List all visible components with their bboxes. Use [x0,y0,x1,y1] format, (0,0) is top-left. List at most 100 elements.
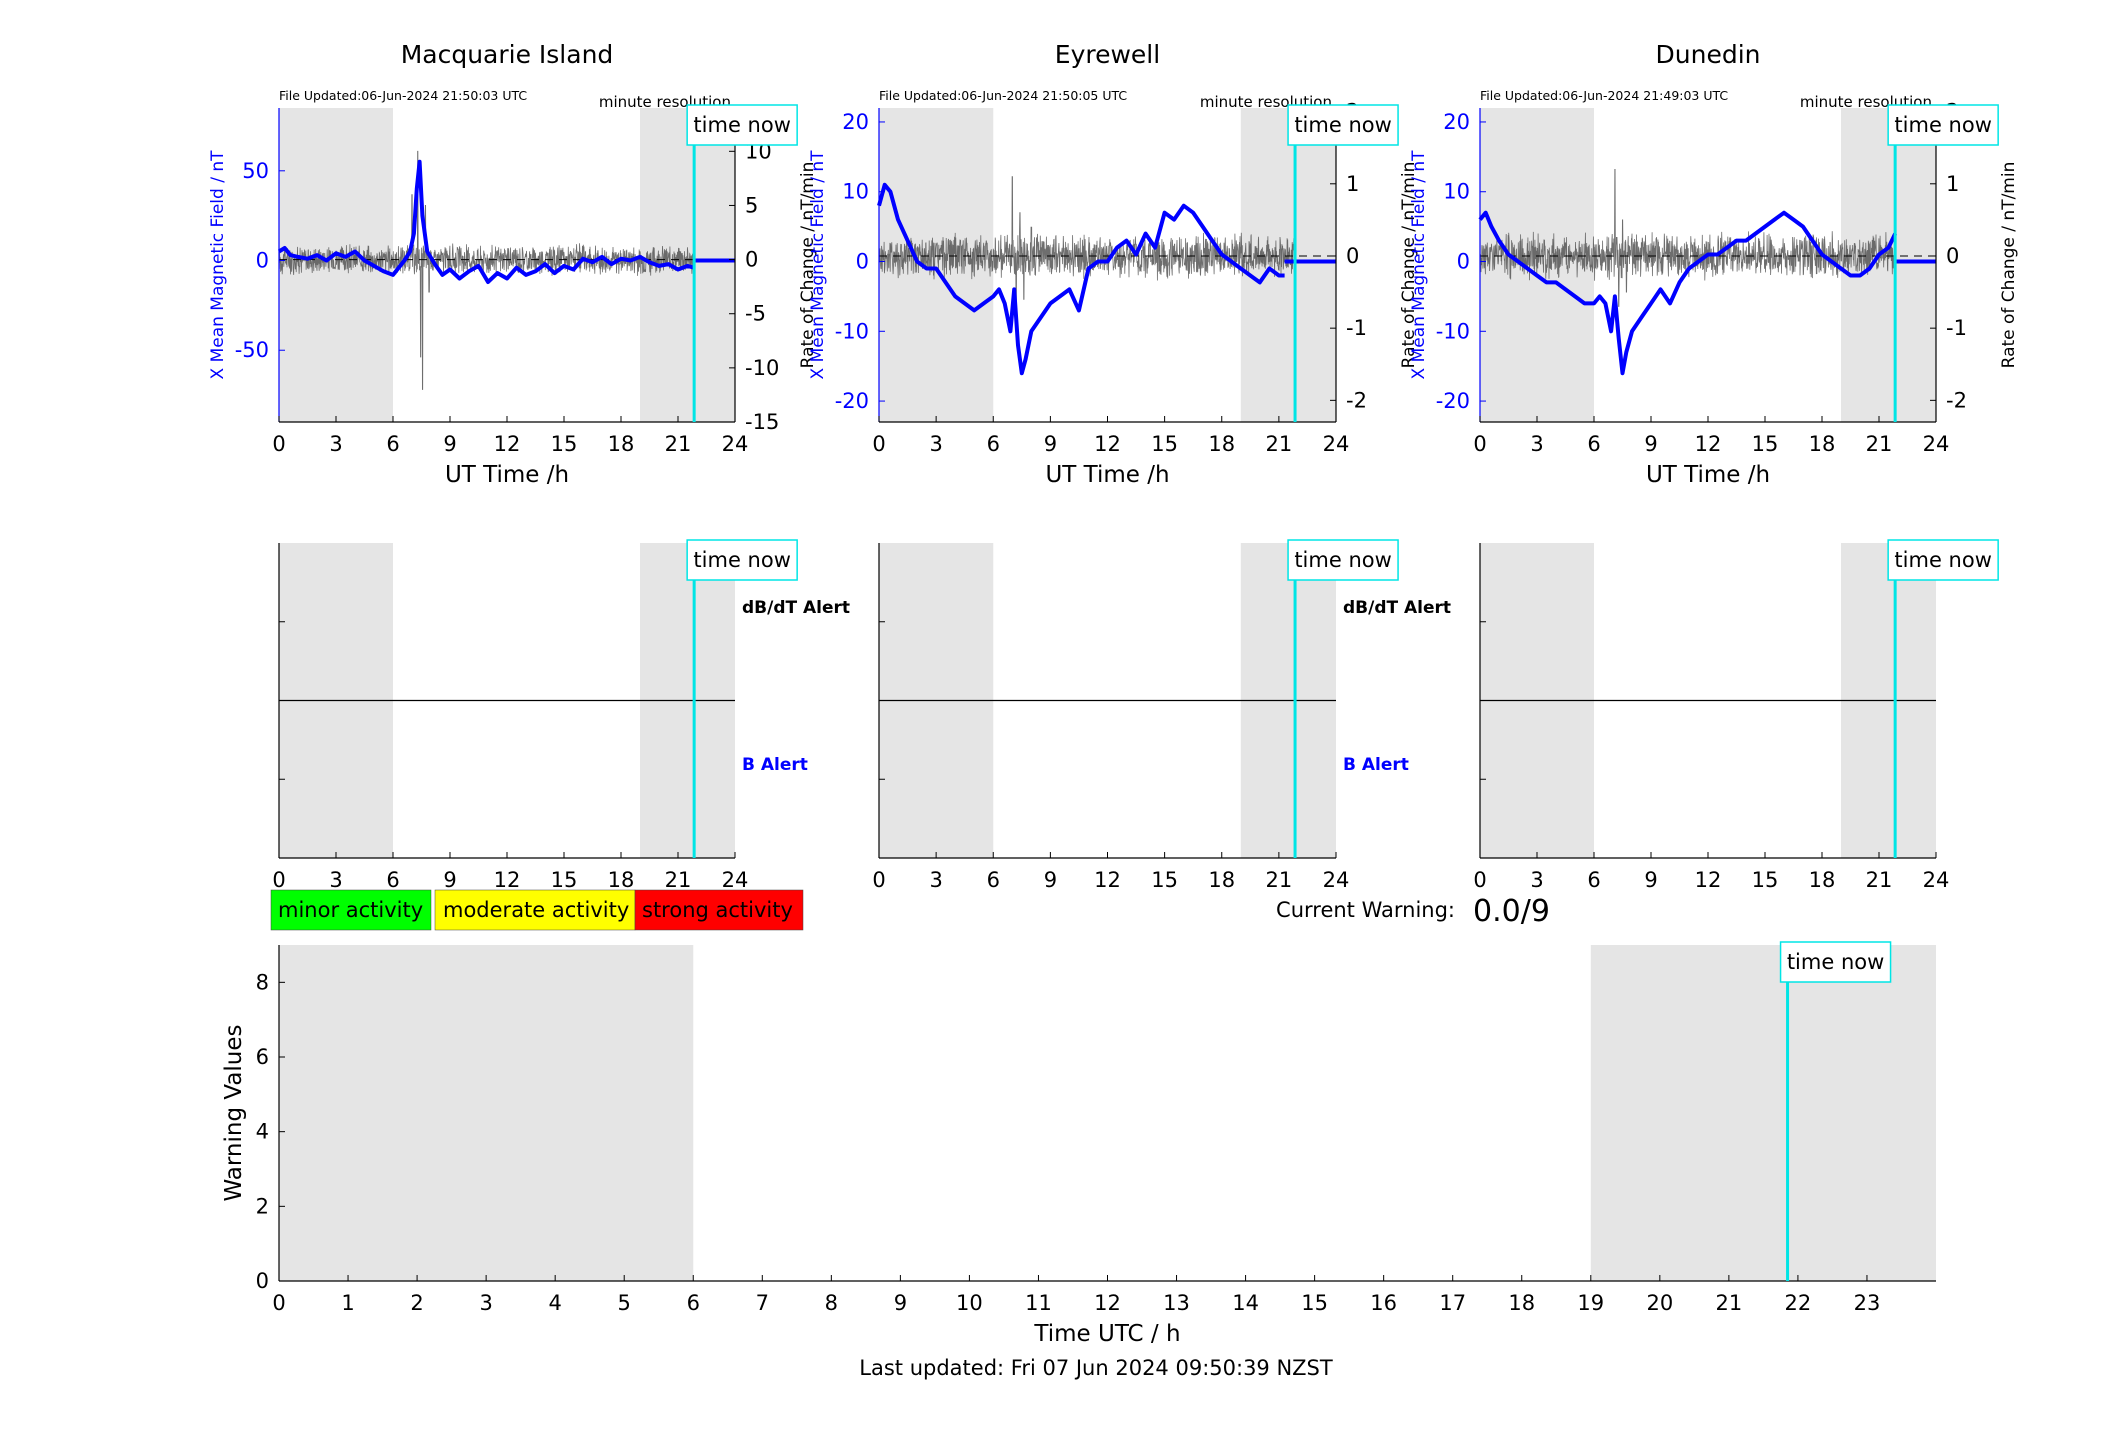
station-3-shade-1 [1841,108,1936,422]
warning-xtick-label: 7 [756,1291,769,1315]
warning-xtick-label: 9 [894,1291,907,1315]
station-2-xtick-label: 21 [1266,432,1293,456]
station-1-xtick-label: 6 [386,432,399,456]
alert-3-xtick-label: 6 [1587,868,1600,892]
alert-1-xtick-label: 18 [608,868,635,892]
station-1-ytick-left-label: 0 [256,249,269,273]
station-2-ytick-left-label: 20 [842,110,869,134]
station-2-ylabel-right: Rate of Change / nT/min [1399,162,1419,369]
station-1-time-now-label: time now [693,113,790,137]
station-2-ylabel-left: X Mean Magnetic Field / nT [808,150,828,380]
station-3-xtick-label: 15 [1752,432,1779,456]
warning-xtick-label: 2 [410,1291,423,1315]
alert-1-b-label: B Alert [742,755,808,775]
legend-minor-label: minor activity [278,898,423,922]
station-1-title: Macquarie Island [401,40,614,69]
warning-xtick-label: 15 [1301,1291,1328,1315]
station-2-time-now-box [1287,104,1399,146]
alert-3-xtick-label: 15 [1752,868,1779,892]
station-3-xtick-label: 21 [1866,432,1893,456]
alert-2-time-now-box [1287,539,1399,581]
station-1-ytick-right-label: -5 [745,302,766,326]
current-warning-label: Current Warning: [1276,898,1455,922]
warning-xtick-label: 12 [1094,1291,1121,1315]
station-3-b-trace [1478,210,1898,376]
station-1-ytick-right-label: 5 [745,193,758,217]
alert-3-xtick-label: 18 [1809,868,1836,892]
station-2-ytick-right-label: -2 [1346,388,1367,412]
station-2-ytick-right-label: -1 [1346,316,1367,340]
station-3-title: Dunedin [1656,40,1761,69]
current-warning-value: 0.0/9 [1473,894,1550,929]
station-3-ylabel-right: Rate of Change / nT/min [1999,162,2019,369]
alert-1-xtick-label: 12 [494,868,521,892]
warning-xtick-label: 4 [548,1291,561,1315]
station-1-xtick-label: 9 [443,432,456,456]
station-3-xtick-label: 24 [1923,432,1950,456]
alert-3-xtick-label: 21 [1866,868,1893,892]
legend-strong-label: strong activity [642,898,793,922]
alert-3-xtick-label: 9 [1644,868,1657,892]
alert-panels: 0 3 6 9 12 15 18 21 24 dB/dT Alert B Alert time now… [272,539,1999,892]
station-3-panel: Dunedin03691215182124-20-1001020-2-1012U… [1409,40,2019,488]
station-3-ytick-right-label: -1 [1946,316,1967,340]
station-1-xlabel: UT Time /h [445,462,569,488]
alert-1-xtick-label: 6 [386,868,399,892]
station-1-file-updated: File Updated:06-Jun-2024 21:50:03 UTC [279,88,527,103]
station-2-ytick-left-label: 10 [842,180,869,204]
station-1-xtick-label: 0 [272,432,285,456]
alert-2-time-now-label: time now [1294,548,1391,572]
station-2-ytick-right-label: 1 [1346,172,1359,196]
alert-2-xtick-label: 18 [1208,868,1235,892]
station-2-panel: Eyrewell03691215182124-20-1001020-2-1012… [808,40,1419,488]
alert-3-xtick-label: 0 [1473,868,1486,892]
warning-time-now-box [1779,941,1892,983]
alert-2-xtick-label: 24 [1323,868,1350,892]
alert-1-panel: 0 3 6 9 12 15 18 21 24 dB/dT Alert B Alert time now [272,539,850,892]
warning-xtick-label: 19 [1577,1291,1604,1315]
station-3-ytick-right-label: 1 [1946,172,1959,196]
warning-ytick-label: 0 [256,1269,269,1293]
warning-time-now-label: time now [1787,950,1884,974]
alert-1-xtick-label: 15 [551,868,578,892]
station-3-ytick-left-label: -20 [1436,389,1470,413]
warning-shade-0 [279,945,694,1281]
station-3-ytick-left-label: 10 [1443,180,1470,204]
alert-2-panel: 0 3 6 9 12 15 18 21 24 dB/dT Alert B Alert time now [872,539,1451,892]
warning-xtick-label: 16 [1370,1291,1397,1315]
station-2-xtick-label: 24 [1323,432,1350,456]
warning-xtick-label: 23 [1854,1291,1881,1315]
station-1-ytick-right-label: -15 [745,410,779,434]
station-2-ytick-left-label: -20 [835,389,869,413]
alert-1-xtick-label: 24 [722,868,749,892]
alert-2-xtick-label: 21 [1266,868,1293,892]
station-1-b-trace [277,159,695,284]
station-2-file-updated: File Updated:06-Jun-2024 21:50:05 UTC [879,88,1127,103]
station-1-xtick-label: 24 [722,432,749,456]
warning-xtick-label: 18 [1508,1291,1535,1315]
warning-xtick-label: 13 [1163,1291,1190,1315]
warning-xtick-label: 11 [1025,1291,1052,1315]
station-1-ylabel-right: Rate of Change / nT/min [798,162,818,369]
station-1-ylabel-left: X Mean Magnetic Field / nT [208,150,228,380]
legend-strong-swatch [634,889,804,931]
station-2-time-now-label: time now [1294,113,1391,137]
station-3-time-now-box [1887,104,1999,146]
station-2-xtick-label: 6 [987,432,1000,456]
warning-xtick-label: 1 [341,1291,354,1315]
station-1-xtick-label: 18 [608,432,635,456]
warning-ytick-label: 6 [256,1045,269,1069]
alert-1-xtick-label: 3 [329,868,342,892]
activity-legend: minor activity moderate activity strong … [270,889,804,931]
alert-1-time-now-label: time now [693,548,790,572]
station-2-xtick-label: 12 [1094,432,1121,456]
station-2-xtick-label: 15 [1151,432,1178,456]
warning-ylabel: Warning Values [221,1024,247,1201]
station-2-b-trace [877,182,1285,376]
station-1-xtick-label: 15 [551,432,578,456]
station-1-ytick-left-label: -50 [235,338,269,362]
station-3-file-updated: File Updated:06-Jun-2024 21:49:03 UTC [1480,88,1728,103]
station-3-ytick-left-label: 20 [1443,110,1470,134]
legend-moderate-swatch [434,889,636,931]
